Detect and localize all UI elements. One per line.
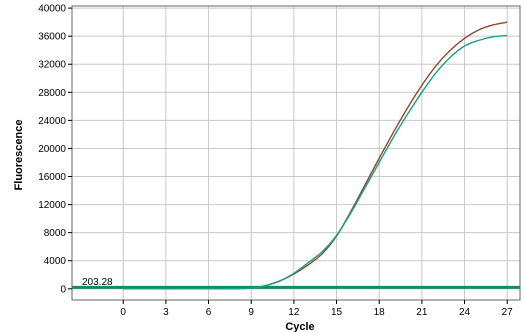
y-tick-label: 20000 <box>38 144 66 155</box>
x-tick-label: 27 <box>502 307 514 318</box>
y-axis-title: Fluorescence <box>13 120 25 191</box>
y-tick-label: 24000 <box>38 116 66 127</box>
series-layer <box>123 21 508 290</box>
x-tick-label: 9 <box>248 307 254 318</box>
series-line-1 <box>123 21 508 290</box>
y-tick-label: 32000 <box>38 60 66 71</box>
x-tick-label: 6 <box>206 307 212 318</box>
y-tick-label: 12000 <box>38 200 66 211</box>
x-tick-label: 15 <box>331 307 343 318</box>
x-tick-label: 0 <box>120 307 126 318</box>
grid-layer <box>72 6 520 300</box>
plot-frame <box>71 5 521 301</box>
y-tick-label: 8000 <box>44 228 67 239</box>
axis-layer: 0 3 6 9 12 15 18 21 24 27 0 4000 8000 12000 16000 20000… <box>38 4 521 318</box>
threshold-label: 203.28 <box>82 277 113 288</box>
y-tick-label: 28000 <box>38 88 66 99</box>
x-axis-title: Cycle <box>285 321 314 332</box>
y-tick-label: 16000 <box>38 172 66 183</box>
series-line-2 <box>123 34 508 290</box>
x-tick-label: 18 <box>374 307 386 318</box>
x-tick-label: 3 <box>163 307 169 318</box>
y-tick-label: 36000 <box>38 32 66 43</box>
x-tick-label: 24 <box>459 307 471 318</box>
y-tick-label: 40000 <box>38 4 66 15</box>
x-tick-label: 21 <box>416 307 428 318</box>
x-tick-label: 12 <box>288 307 300 318</box>
y-tick-label: 0 <box>60 284 66 295</box>
y-tick-label: 4000 <box>44 256 67 267</box>
